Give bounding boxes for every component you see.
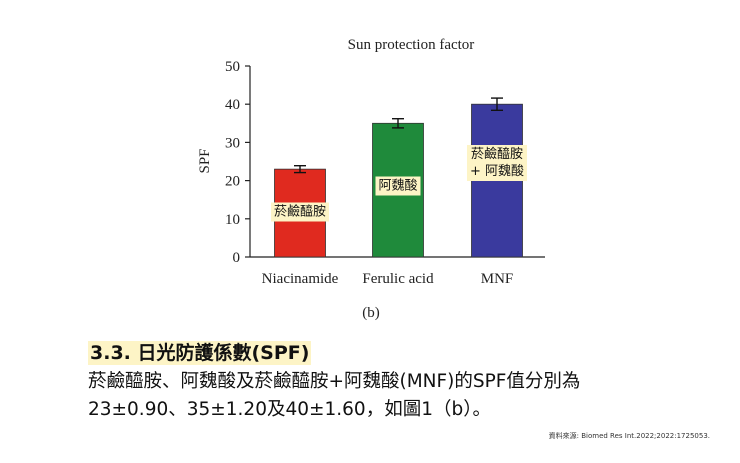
y-tick-label: 0 <box>233 250 241 266</box>
y-tick-label: 10 <box>225 212 240 228</box>
body-text-line-1: 菸鹼醯胺、阿魏酸及菸鹼醯胺+阿魏酸(MNF)的SPF值分別為 <box>88 371 581 392</box>
bar-annotation-label: 菸鹼醯胺 <box>270 202 330 222</box>
x-tick-label: Ferulic acid <box>362 271 434 287</box>
y-tick-label: 40 <box>225 97 240 113</box>
y-tick-label: 50 <box>225 59 240 75</box>
y-axis-label: SPF <box>197 148 213 173</box>
y-tick-label: 30 <box>225 135 240 151</box>
bar-annotation-line: 阿魏酸 <box>378 178 418 194</box>
body-text-line-2: 23±0.90、35±1.20及40±1.60，如圖1（b）。 <box>88 399 491 420</box>
bar-annotation-line: + 阿魏酸 <box>469 164 525 179</box>
x-tick-label: Niacinamide <box>262 271 339 287</box>
x-tick-label: MNF <box>481 271 514 287</box>
bar-annotation-line: 菸鹼醯胺 <box>470 147 523 162</box>
panel-label: (b) <box>362 305 380 321</box>
error-bars <box>294 97 503 174</box>
spf-bar-chart: Sun protection factor SPF 0 10 20 30 40 50 Ni… <box>197 37 545 321</box>
section-title: 3.3. 日光防護係數(SPF) <box>88 341 312 365</box>
source-note: 資料來源: Biomed Res Int.2022;2022:1725053. <box>548 432 710 440</box>
bar-annotation-line: 菸鹼醯胺 <box>273 204 327 220</box>
y-tick-label: 20 <box>225 174 240 190</box>
y-axis: 0 10 20 30 40 50 <box>225 59 251 266</box>
chart-title: Sun protection factor <box>348 37 475 53</box>
bar-annotation-label: 菸鹼醯胺 + 阿魏酸 <box>466 145 528 181</box>
x-tick-labels: Niacinamide Ferulic acid MNF <box>262 271 514 287</box>
bar-annotation-label: 阿魏酸 <box>375 176 421 196</box>
